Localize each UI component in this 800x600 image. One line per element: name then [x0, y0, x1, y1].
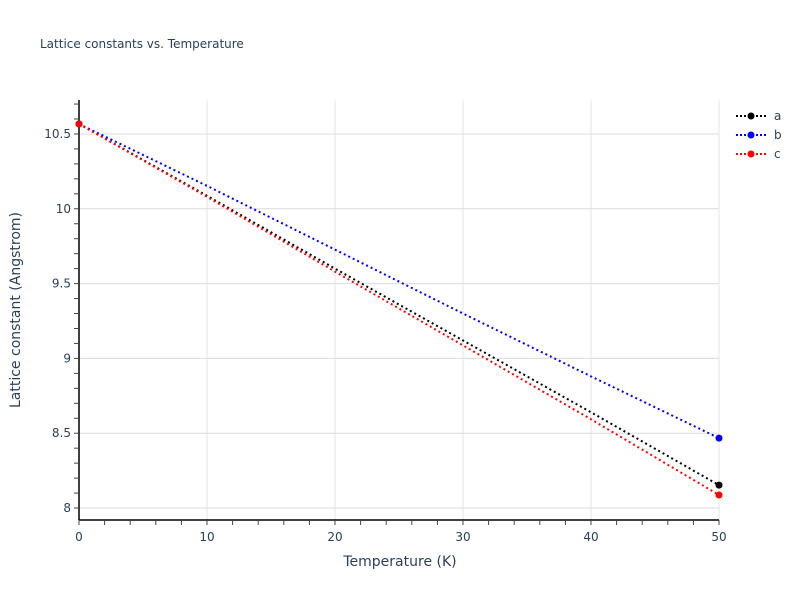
- data-point-b[interactable]: [715, 434, 723, 442]
- legend-item-b[interactable]: b: [734, 125, 782, 144]
- data-point-a[interactable]: [715, 481, 723, 489]
- series-line-b[interactable]: [78, 123, 720, 440]
- legend-item-a[interactable]: a: [734, 106, 782, 125]
- y-tick-label: 9: [63, 351, 71, 365]
- legend-swatch-b-icon: [736, 131, 766, 138]
- y-tick-label: 8.5: [52, 426, 71, 440]
- legend-swatch-a-icon: [736, 112, 766, 119]
- data-point-c[interactable]: [715, 491, 723, 499]
- legend-label-a: a: [774, 108, 782, 123]
- y-tick-label: 8: [63, 501, 71, 515]
- x-axis-title-container: Temperature (K): [0, 554, 800, 570]
- legend: a b c: [734, 106, 782, 163]
- x-tick-label: 0: [75, 530, 83, 544]
- y-axis-title: Lattice constant (Angstrom): [8, 211, 24, 409]
- x-tick-label: 50: [711, 530, 726, 544]
- chart-title: Lattice constants vs. Temperature: [40, 37, 244, 51]
- y-tick-label: 10.5: [44, 127, 71, 141]
- x-tick-label: 10: [199, 530, 214, 544]
- x-tick-label: 30: [455, 530, 470, 544]
- legend-label-c: c: [774, 146, 781, 161]
- x-tick-label: 40: [583, 530, 598, 544]
- y-tick-label: 9.5: [52, 277, 71, 291]
- legend-swatch-c-icon: [736, 150, 766, 157]
- x-tick-label: 20: [327, 530, 342, 544]
- legend-item-c[interactable]: c: [734, 144, 782, 163]
- y-tick-label: 10: [56, 202, 71, 216]
- legend-label-b: b: [774, 127, 782, 142]
- x-axis-title: Temperature (K): [343, 554, 457, 570]
- series-line-c[interactable]: [78, 123, 720, 496]
- data-point-c[interactable]: [75, 120, 83, 128]
